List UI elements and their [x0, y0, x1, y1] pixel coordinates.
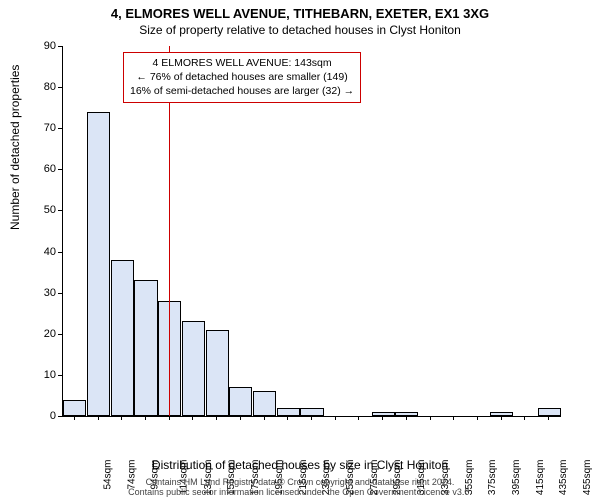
histogram-bar — [277, 408, 300, 416]
histogram-bar — [206, 330, 229, 416]
x-tick-mark — [335, 416, 336, 420]
chart-title-2: Size of property relative to detached ho… — [0, 21, 600, 37]
x-tick-mark — [240, 416, 241, 420]
y-axis-label: Number of detached properties — [8, 65, 22, 230]
y-tick-mark — [58, 293, 62, 294]
histogram-bar — [87, 112, 110, 416]
x-tick-mark — [98, 416, 99, 420]
histogram-bar — [395, 412, 418, 416]
x-tick-mark — [358, 416, 359, 420]
x-tick-mark — [524, 416, 525, 420]
histogram-bar — [134, 280, 157, 416]
x-tick-mark — [501, 416, 502, 420]
x-tick-mark — [192, 416, 193, 420]
histogram-bar — [111, 260, 134, 416]
histogram-bar — [158, 301, 181, 416]
annotation-box: 4 ELMORES WELL AVENUE: 143sqm← 76% of de… — [123, 52, 361, 103]
x-tick-mark — [548, 416, 549, 420]
y-tick-label: 0 — [26, 410, 56, 422]
y-tick-mark — [58, 46, 62, 47]
x-tick-mark — [145, 416, 146, 420]
x-tick-mark — [74, 416, 75, 420]
x-tick-mark — [121, 416, 122, 420]
y-tick-label: 60 — [26, 163, 56, 175]
plot-area: 4 ELMORES WELL AVENUE: 143sqm← 76% of de… — [62, 46, 561, 417]
footer-line-2: Contains public sector information licen… — [0, 487, 600, 497]
y-tick-label: 50 — [26, 204, 56, 216]
x-tick-mark — [406, 416, 407, 420]
histogram-bar — [538, 408, 561, 416]
y-tick-label: 10 — [26, 369, 56, 381]
y-tick-mark — [58, 128, 62, 129]
y-tick-mark — [58, 416, 62, 417]
footer-line-1: Contains HM Land Registry data © Crown c… — [0, 477, 600, 487]
x-tick-mark — [311, 416, 312, 420]
annotation-line: ← 76% of detached houses are smaller (14… — [130, 70, 354, 84]
footer-attribution: Contains HM Land Registry data © Crown c… — [0, 477, 600, 498]
annotation-line: 4 ELMORES WELL AVENUE: 143sqm — [130, 56, 354, 70]
y-tick-label: 90 — [26, 40, 56, 52]
x-axis-label: Distribution of detached houses by size … — [0, 458, 600, 472]
x-tick-mark — [382, 416, 383, 420]
y-tick-mark — [58, 210, 62, 211]
x-tick-mark — [264, 416, 265, 420]
y-tick-mark — [58, 375, 62, 376]
y-tick-label: 80 — [26, 81, 56, 93]
histogram-bar — [300, 408, 323, 416]
histogram-bar — [182, 321, 205, 416]
chart-title-1: 4, ELMORES WELL AVENUE, TITHEBARN, EXETE… — [0, 0, 600, 21]
y-tick-label: 30 — [26, 287, 56, 299]
histogram-bar — [229, 387, 252, 416]
y-tick-label: 70 — [26, 122, 56, 134]
y-tick-label: 40 — [26, 246, 56, 258]
histogram-bar — [490, 412, 513, 416]
x-tick-mark — [216, 416, 217, 420]
histogram-bar — [63, 400, 86, 416]
x-tick-mark — [287, 416, 288, 420]
y-tick-mark — [58, 334, 62, 335]
y-tick-mark — [58, 252, 62, 253]
x-tick-mark — [453, 416, 454, 420]
x-tick-mark — [430, 416, 431, 420]
x-tick-mark — [169, 416, 170, 420]
y-tick-label: 20 — [26, 328, 56, 340]
x-tick-mark — [477, 416, 478, 420]
y-tick-mark — [58, 169, 62, 170]
annotation-line: 16% of semi-detached houses are larger (… — [130, 84, 354, 98]
histogram-bar — [253, 391, 276, 416]
y-tick-mark — [58, 87, 62, 88]
